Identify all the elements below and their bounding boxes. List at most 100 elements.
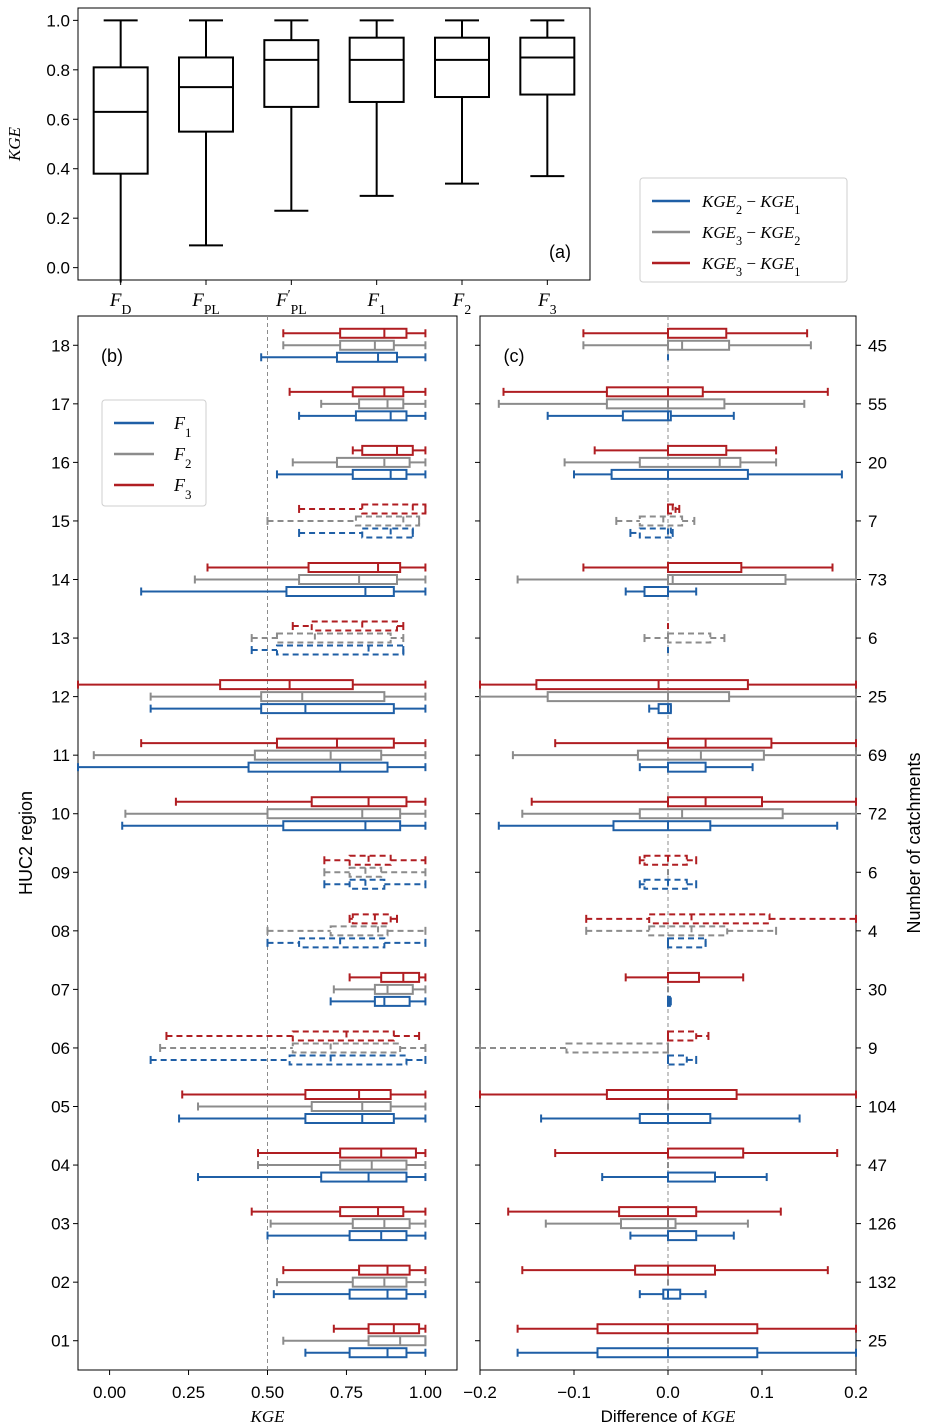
math-part: KGE [701, 254, 737, 273]
box-iqr [350, 856, 391, 865]
box-iqr [607, 387, 703, 396]
box-iqr [598, 1324, 758, 1333]
box-iqr [668, 575, 786, 584]
box-iqr [350, 1231, 407, 1240]
y-tick-label: 16 [51, 453, 70, 472]
box-iqr [356, 411, 407, 420]
y-tick-label: 12 [51, 688, 70, 707]
math-part: KGE [5, 126, 24, 162]
region-11 [78, 739, 425, 772]
box-iqr [645, 880, 687, 889]
box-iqr [640, 458, 741, 467]
box-iqr [283, 821, 400, 830]
region-05 [179, 1090, 425, 1123]
catchment-count: 73 [868, 571, 887, 590]
panel-b: 0.00 0.25 0.50 0.75 1.00 KGE HUC2 region 01 02 03… [16, 316, 457, 1426]
x-tick-label: F3 [537, 290, 557, 317]
region-15 [616, 504, 694, 537]
box-iqr [350, 38, 404, 102]
box-iqr [359, 399, 403, 408]
region-18 [583, 329, 810, 361]
box-1 [179, 20, 233, 245]
x-tick-label: F2 [452, 290, 472, 317]
catchment-count: 6 [868, 629, 877, 648]
math-part: − [742, 192, 760, 211]
math-part: PL [204, 302, 220, 317]
box-iqr [668, 1149, 743, 1158]
region-07 [626, 973, 744, 1006]
box-iqr [290, 1055, 407, 1064]
math-part: KGE [250, 1407, 286, 1426]
region-02 [522, 1266, 828, 1299]
y-tick-label: 10 [51, 805, 70, 824]
region-13 [645, 623, 725, 653]
math-part: F [537, 290, 550, 311]
box-iqr [299, 575, 397, 584]
region-17 [290, 387, 426, 420]
y-axis-label: KGE [5, 126, 24, 162]
box-0 [94, 20, 148, 282]
math-part: F [452, 290, 465, 311]
box-iqr [350, 1348, 407, 1357]
x-tick-label: 0.2 [844, 1383, 868, 1402]
region-13 [252, 622, 404, 655]
x-tick-label: −0.2 [463, 1383, 497, 1402]
box-iqr [179, 57, 233, 131]
x-axis-label: Difference of KGE [601, 1407, 736, 1426]
math-part: KGE [701, 223, 737, 242]
box-iqr [337, 458, 410, 467]
catchment-count: 6 [868, 863, 877, 882]
region-12 [480, 680, 856, 713]
catchment-count: 25 [868, 688, 887, 707]
box-iqr [381, 973, 419, 982]
box-iqr [668, 634, 710, 643]
box-iqr [261, 692, 384, 701]
region-14 [141, 563, 425, 596]
math-part: 1 [794, 265, 800, 279]
box-iqr [353, 470, 407, 479]
box-iqr [337, 353, 397, 362]
box-iqr [293, 1043, 400, 1052]
region-04 [555, 1149, 837, 1182]
box-iqr [668, 1173, 715, 1182]
catchment-count: 126 [868, 1215, 896, 1234]
box-iqr [566, 1043, 668, 1052]
box-iqr [353, 1278, 407, 1287]
box-iqr [94, 67, 148, 173]
panel-c: −0.2 −0.1 0.0 0.1 0.2Difference of KGENumber… [463, 316, 924, 1426]
math-part: 3 [550, 302, 557, 317]
x-tick-label: 1.00 [409, 1383, 442, 1402]
catchment-count: 47 [868, 1156, 887, 1175]
box-iqr [640, 809, 783, 818]
y-tick-label: 04 [51, 1156, 70, 1175]
box-3 [350, 20, 404, 196]
y-tick-label: 13 [51, 629, 70, 648]
region-15 [268, 504, 426, 537]
box-4 [435, 20, 489, 183]
box-iqr [607, 1090, 737, 1099]
math-part: F [275, 290, 288, 311]
y-tick-label: 08 [51, 922, 70, 941]
box-iqr [321, 1173, 406, 1182]
x-tick-label: 0.25 [172, 1383, 205, 1402]
math-part: D [122, 302, 132, 317]
catchment-count: 69 [868, 746, 887, 765]
x-tick-label: −0.1 [557, 1383, 591, 1402]
y-tick-label: 0.2 [46, 209, 70, 228]
box-iqr [299, 938, 384, 947]
x-tick-label: FPL [191, 290, 220, 317]
x-tick-label: FD [109, 290, 132, 317]
math-part: 2 [185, 456, 191, 471]
math-part: 2 [464, 302, 471, 317]
x-tick-label: 0.75 [330, 1383, 363, 1402]
box-iqr [663, 1290, 680, 1299]
y-tick-label: 15 [51, 512, 70, 531]
box-iqr [635, 1266, 715, 1275]
region-17 [499, 387, 828, 420]
math-part: 1 [794, 203, 800, 217]
box-iqr [668, 763, 706, 772]
box-iqr [668, 938, 706, 947]
box-iqr [520, 38, 574, 95]
box-iqr [619, 1207, 696, 1216]
box-iqr [353, 914, 391, 923]
